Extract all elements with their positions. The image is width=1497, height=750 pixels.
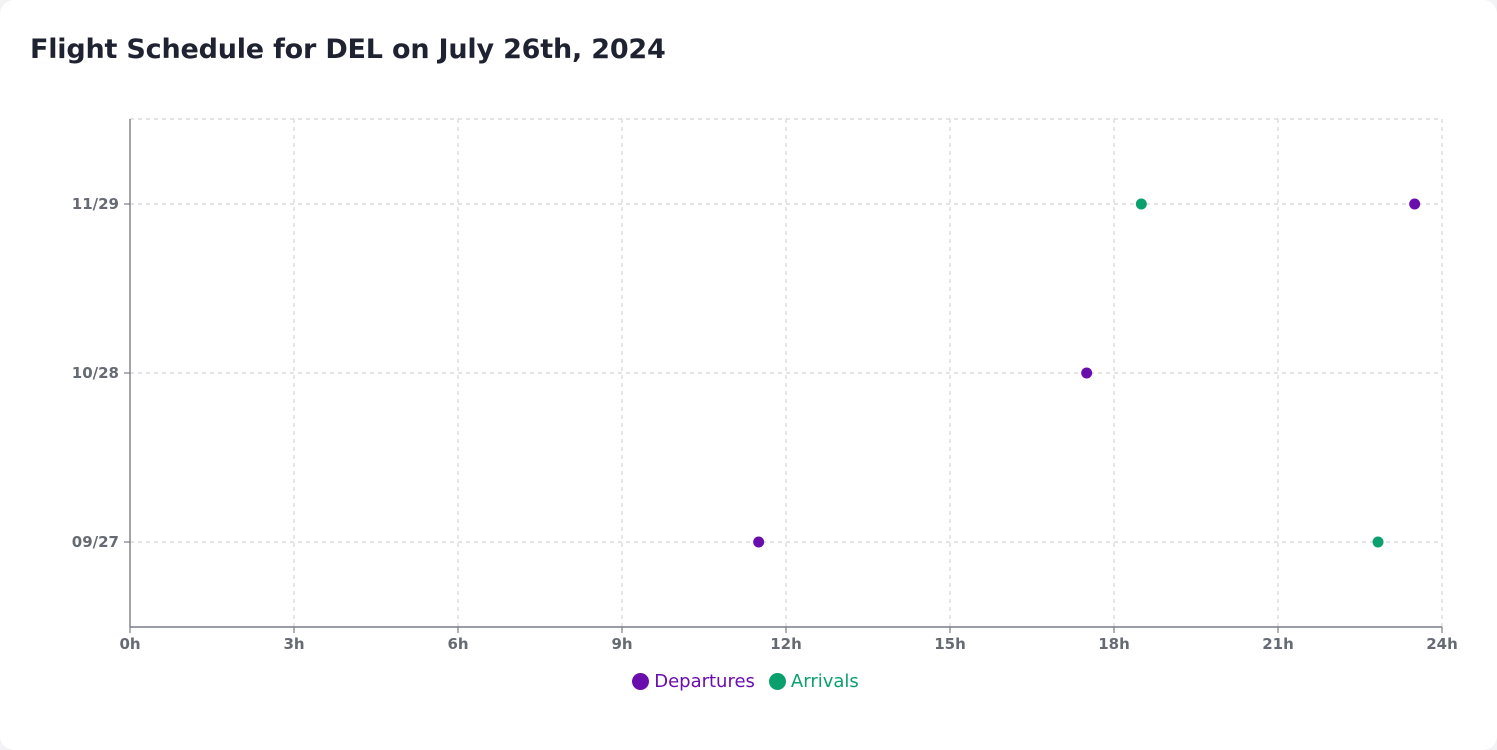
y-tick-label: 11/29 (72, 195, 119, 213)
data-points (753, 198, 1421, 548)
x-tick-label: 15h (934, 635, 966, 653)
x-tick-label: 9h (611, 635, 632, 653)
y-tick-label: 10/28 (72, 364, 119, 382)
x-axis-ticks: 0h 3h 6h 9h 12h 15h 18h 21h 24h (119, 627, 1458, 653)
x-tick-label: 6h (447, 635, 468, 653)
departures-point[interactable] (1409, 198, 1421, 210)
legend-swatch-arrivals (768, 672, 786, 690)
x-tick-label: 12h (770, 635, 802, 653)
x-tick-label: 0h (119, 635, 140, 653)
x-tick-label: 18h (1098, 635, 1130, 653)
x-tick-label: 24h (1426, 635, 1458, 653)
departures-point[interactable] (1081, 367, 1093, 379)
legend-label-departures: Departures (654, 670, 755, 692)
legend-item-departures[interactable]: Departures (632, 671, 755, 692)
chart-title: Flight Schedule for DEL on July 26th, 20… (30, 34, 666, 65)
departures-point[interactable] (753, 536, 765, 548)
arrivals-point[interactable] (1372, 536, 1384, 548)
x-tick-label: 21h (1262, 635, 1294, 653)
y-axis-ticks: 09/27 10/28 11/29 (72, 195, 130, 551)
legend-label-arrivals: Arrivals (790, 670, 859, 692)
grid-lines (130, 118, 1443, 627)
y-tick-label: 09/27 (72, 533, 119, 551)
legend-items: Departures Arrivals (632, 671, 859, 692)
arrivals-point[interactable] (1135, 198, 1147, 210)
legend-swatch-departures (632, 672, 650, 690)
chart-legend: Departures Arrivals (0, 668, 1497, 694)
legend-item-arrivals[interactable]: Arrivals (768, 670, 859, 692)
x-tick-label: 3h (283, 635, 304, 653)
